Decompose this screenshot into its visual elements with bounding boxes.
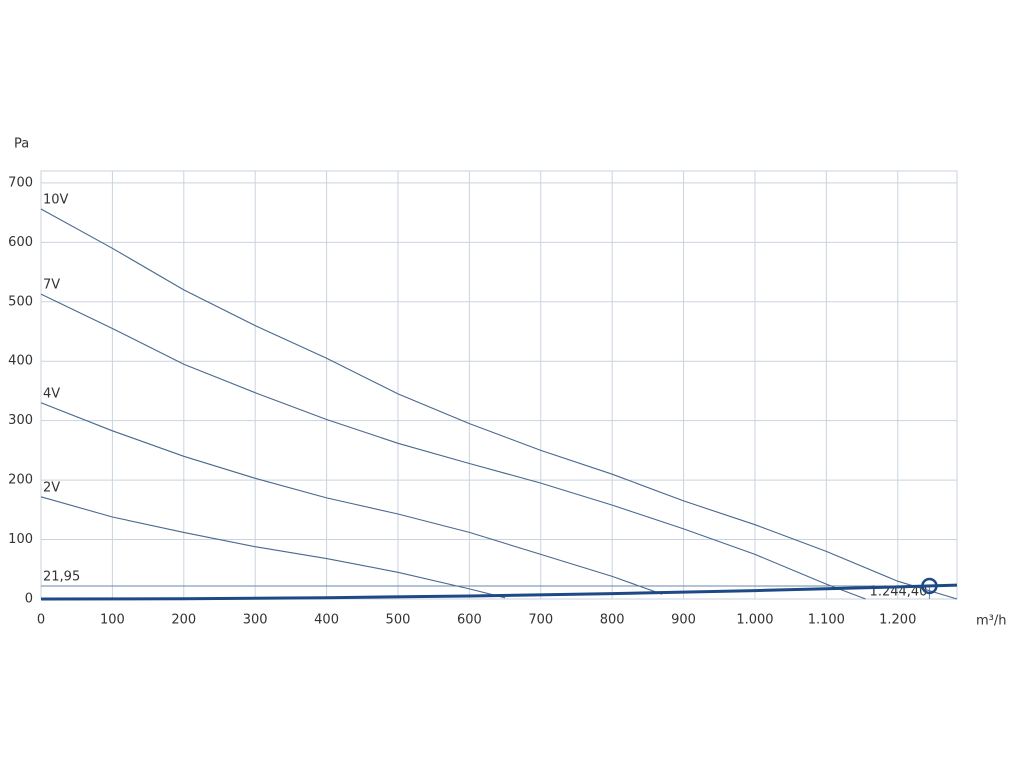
x-tick-label: 0	[37, 613, 45, 628]
y-tick-label: 0	[25, 592, 33, 607]
x-tick-label: 800	[600, 613, 625, 628]
x-tick-label: 1.000	[736, 613, 773, 628]
x-axis-label: m³/h	[976, 614, 1007, 629]
x-tick-label: 1.200	[879, 613, 916, 628]
y-axis-label: Pa	[14, 137, 29, 152]
y-tick-label: 600	[8, 235, 33, 250]
y-tick-label: 400	[8, 354, 33, 369]
y-tick-label: 200	[8, 473, 33, 488]
x-tick-label: 300	[243, 613, 268, 628]
x-tick-label: 900	[671, 613, 696, 628]
y-tick-label: 100	[8, 532, 33, 547]
x-tick-label: 400	[314, 613, 339, 628]
fan-curve	[40, 402, 663, 595]
y-tick-label: 300	[8, 413, 33, 428]
x-tick-label: 100	[100, 613, 125, 628]
fan-curve	[40, 208, 958, 600]
curve-label: 10V	[43, 193, 69, 208]
curve-label: 4V	[43, 386, 60, 401]
operating-point	[921, 577, 938, 595]
x-tick-label: 200	[171, 613, 196, 628]
x-tick-label: 500	[386, 613, 411, 628]
x-tick-label: 600	[457, 613, 482, 628]
y-tick-label: 700	[8, 175, 33, 190]
operating-y-label: 21,95	[43, 569, 80, 584]
x-tick-label: 700	[528, 613, 553, 628]
curve-label: 2V	[43, 480, 60, 495]
system-curve	[40, 583, 958, 601]
fan-curve	[40, 496, 506, 599]
fan-curve	[40, 293, 866, 600]
x-tick-label: 1.100	[808, 613, 845, 628]
curve-label: 7V	[43, 278, 60, 293]
plot-area	[40, 170, 958, 600]
y-tick-label: 500	[8, 294, 33, 309]
